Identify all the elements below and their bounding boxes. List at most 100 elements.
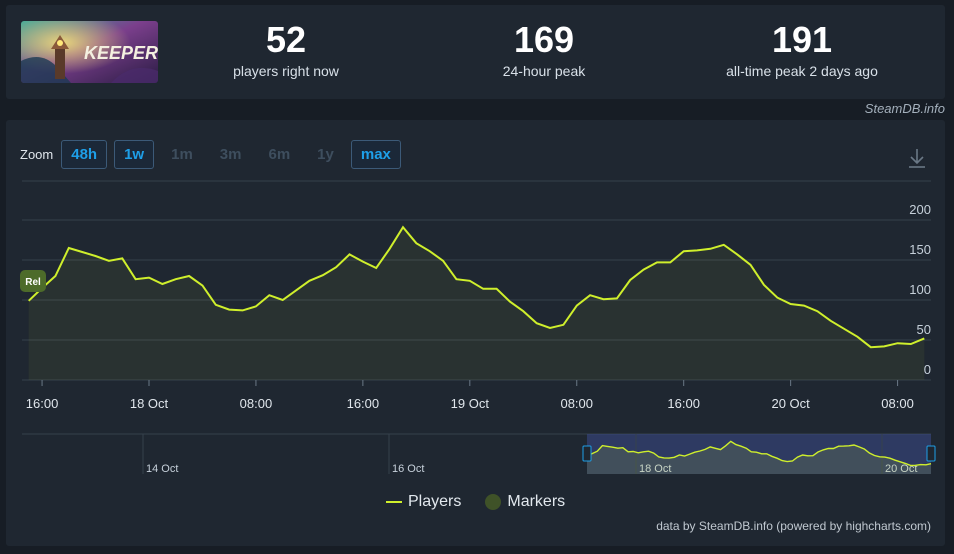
zoom-1y-button[interactable]: 1y (317, 145, 334, 163)
data-point[interactable] (79, 249, 85, 255)
data-point[interactable] (26, 298, 32, 304)
data-point[interactable] (494, 286, 500, 292)
data-point[interactable] (306, 278, 312, 284)
y-tick-label: 0 (924, 362, 931, 377)
zoom-max-button[interactable]: max (350, 139, 401, 169)
data-point[interactable] (507, 299, 513, 305)
navigator[interactable]: 14 Oct 16 Oct 18 Oct 20 Oct (22, 433, 936, 475)
players-series-line[interactable] (28, 225, 925, 349)
data-point[interactable] (373, 265, 379, 271)
data-point[interactable] (240, 307, 246, 313)
data-point[interactable] (587, 292, 593, 298)
data-point[interactable] (707, 246, 713, 252)
data-point[interactable] (347, 251, 353, 257)
data-point[interactable] (66, 245, 72, 251)
data-point[interactable] (213, 302, 219, 308)
data-point[interactable] (734, 251, 740, 257)
data-point[interactable] (133, 276, 139, 282)
data-point[interactable] (333, 264, 339, 270)
release-marker[interactable]: Rel (20, 270, 46, 292)
chart-credit[interactable]: data by SteamDB.info (powered by highcha… (656, 519, 931, 533)
zoom-6m-button[interactable]: 6m (268, 145, 291, 163)
data-point[interactable] (453, 276, 459, 282)
peak-24h-label: 24-hour peak (502, 63, 586, 79)
data-point[interactable] (52, 273, 58, 279)
data-point[interactable] (280, 297, 286, 303)
data-point[interactable] (574, 303, 580, 309)
x-tick-label: 16:00 (667, 396, 700, 411)
navigator-selection[interactable] (587, 434, 931, 474)
data-point[interactable] (667, 259, 673, 265)
players-legend-swatch[interactable] (386, 501, 402, 503)
data-point[interactable] (360, 259, 366, 265)
data-point[interactable] (173, 276, 179, 282)
data-point[interactable] (413, 240, 419, 246)
data-point[interactable] (774, 295, 780, 301)
zoom-1w-button[interactable]: 1w (114, 139, 155, 169)
data-point[interactable] (106, 258, 112, 264)
data-point[interactable] (293, 287, 299, 293)
data-point[interactable] (480, 286, 486, 292)
data-point[interactable] (320, 272, 326, 278)
data-point[interactable] (681, 248, 687, 254)
data-point[interactable] (614, 295, 620, 301)
navigator-right-handle[interactable] (926, 445, 936, 462)
data-point[interactable] (748, 262, 754, 268)
data-point[interactable] (814, 308, 820, 314)
current-players-stat: 52 players right now (210, 19, 362, 79)
data-point[interactable] (440, 258, 446, 264)
data-point[interactable] (801, 303, 807, 309)
player-count-chart[interactable]: 0 50 100 150 200 16:00 18 Oct 08:00 16:00 19 Oct… (6, 120, 945, 546)
data-point[interactable] (547, 325, 553, 331)
data-point[interactable] (761, 282, 767, 288)
current-players-label: players right now (233, 63, 339, 79)
data-point[interactable] (534, 320, 540, 326)
markers-legend-swatch[interactable] (485, 494, 502, 510)
data-point[interactable] (253, 303, 259, 309)
data-point[interactable] (560, 322, 566, 328)
data-point[interactable] (654, 259, 660, 265)
data-point[interactable] (387, 246, 393, 252)
navigator-area (587, 441, 931, 474)
data-point[interactable] (641, 267, 647, 273)
zoom-1m-button[interactable]: 1m (171, 145, 193, 163)
data-point[interactable] (841, 326, 847, 332)
data-point[interactable] (881, 343, 887, 349)
data-point[interactable] (186, 273, 192, 279)
y-tick-label: 100 (909, 282, 931, 297)
data-point[interactable] (119, 255, 125, 261)
data-point[interactable] (828, 318, 834, 324)
game-header-image[interactable]: KEEPER (21, 21, 158, 83)
chart-panel: Zoom 48h 1w 1m 3m 6m 1y max 0 50 100 150 200… (6, 120, 945, 546)
download-icon[interactable] (907, 147, 927, 169)
data-point[interactable] (908, 341, 914, 347)
data-point[interactable] (601, 296, 607, 302)
data-point[interactable] (627, 277, 633, 283)
zoom-3m-button[interactable]: 3m (219, 145, 242, 163)
data-point[interactable] (921, 335, 927, 341)
data-point[interactable] (868, 344, 874, 350)
data-point[interactable] (855, 334, 861, 340)
data-point[interactable] (788, 301, 794, 307)
data-point[interactable] (159, 281, 165, 287)
steamdb-credit[interactable]: SteamDB.info (864, 101, 945, 116)
zoom-48h-button[interactable]: 48h (61, 139, 108, 169)
all-time-peak-value: 191 (771, 19, 833, 60)
data-point[interactable] (427, 248, 433, 254)
data-point[interactable] (400, 224, 406, 230)
navigator-left-handle[interactable] (582, 445, 592, 462)
data-point[interactable] (721, 242, 727, 248)
legend-markers-label[interactable]: Markers (507, 493, 566, 510)
data-point[interactable] (200, 283, 206, 289)
data-point[interactable] (467, 278, 473, 284)
data-point[interactable] (520, 308, 526, 314)
x-tick-label: 19 Oct (451, 396, 490, 411)
data-point[interactable] (93, 253, 99, 259)
data-point[interactable] (266, 292, 272, 298)
data-point[interactable] (146, 275, 152, 281)
data-point[interactable] (226, 307, 232, 313)
data-point[interactable] (694, 247, 700, 253)
x-tick-label: 08:00 (240, 396, 273, 411)
legend-players-label[interactable]: Players (408, 493, 462, 510)
data-point[interactable] (895, 340, 901, 346)
